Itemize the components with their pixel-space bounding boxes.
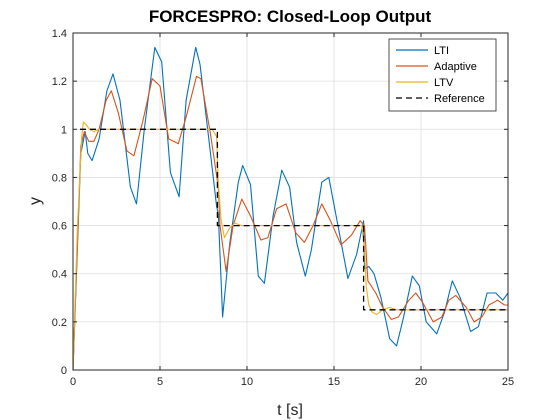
series-line-reference <box>80 128 508 311</box>
x-tick-label: 0 <box>70 376 76 388</box>
x-tick-label: 5 <box>157 376 163 388</box>
x-tick-label: 15 <box>328 376 340 388</box>
x-tick-label: 20 <box>415 376 427 388</box>
y-tick-label: 1 <box>61 124 67 136</box>
ticks: 0 5 10 15 20 25 0 0.2 0.4 0.6 0.8 1 1.2 1.4 <box>52 28 514 388</box>
y-tick-label: 0.8 <box>52 172 67 184</box>
x-tick-label: 25 <box>502 376 514 388</box>
legend-box <box>388 38 497 112</box>
y-tick-label: 0.4 <box>52 269 67 281</box>
chart-title: FORCESPRO: Closed-Loop Output <box>149 7 432 26</box>
y-tick-label: 1.4 <box>52 28 67 40</box>
series-line-lti <box>72 46 509 371</box>
series-line-adaptive <box>72 75 508 371</box>
legend-label-ltv: LTV <box>434 77 454 89</box>
y-axis-label: y <box>27 197 44 205</box>
legend: LTI Adaptive LTV Reference <box>388 38 497 112</box>
axes-box <box>72 32 509 371</box>
y-tick-label: 0 <box>61 365 67 377</box>
x-tick-label: 10 <box>241 376 253 388</box>
series-layer <box>72 46 509 371</box>
legend-label-lti: LTI <box>434 45 449 57</box>
series-line-ltv <box>72 121 508 371</box>
legend-label-reference: Reference <box>434 93 485 105</box>
y-tick-label: 1.2 <box>52 76 67 88</box>
y-tick-label: 0.6 <box>52 221 67 233</box>
y-tick-label: 0.2 <box>52 317 67 329</box>
legend-label-adaptive: Adaptive <box>434 61 477 73</box>
x-axis-label: t [s] <box>277 402 303 419</box>
